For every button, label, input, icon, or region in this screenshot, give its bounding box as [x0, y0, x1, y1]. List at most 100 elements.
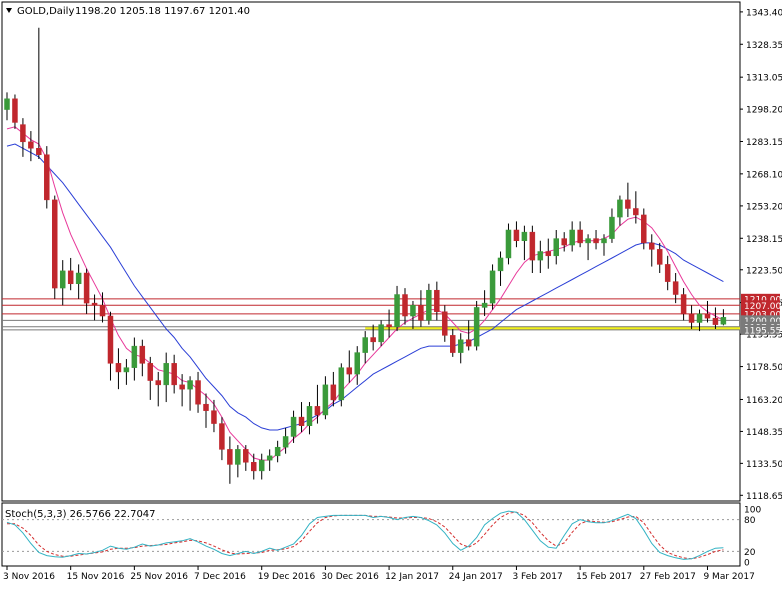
- stoch-scale-label: 20: [744, 548, 756, 558]
- candle-body: [203, 403, 209, 411]
- candle-body: [649, 242, 655, 250]
- candle: [704, 300, 711, 323]
- candle-body: [187, 380, 193, 390]
- axes: 1343.40 1328.35 1313.05 1298.20 1283.15 1268.…: [3, 8, 782, 582]
- candle-body: [346, 367, 353, 375]
- candle: [354, 346, 360, 385]
- candle-body: [322, 384, 329, 416]
- candle: [306, 402, 313, 435]
- date-label: 15 Feb 2017: [576, 572, 632, 582]
- candle: [370, 324, 376, 351]
- level-price-tag: [741, 308, 780, 319]
- dropdown-triangle-icon[interactable]: [6, 8, 12, 13]
- candle: [680, 288, 687, 321]
- candle: [235, 445, 241, 478]
- candle-body: [314, 406, 321, 416]
- candle: [585, 234, 591, 261]
- candle-body: [28, 141, 34, 149]
- date-label: 3 Feb 2017: [512, 572, 562, 582]
- candle-body: [235, 449, 241, 465]
- candle-body: [529, 231, 536, 261]
- candle: [664, 255, 671, 291]
- candle-body: [274, 446, 281, 457]
- level-price-tag: [741, 324, 780, 335]
- candle: [481, 290, 488, 317]
- candle: [59, 260, 66, 306]
- candle: [322, 376, 329, 420]
- candle-body: [625, 199, 631, 209]
- price-panel-frame: [1, 1, 741, 502]
- candle: [720, 309, 727, 326]
- candle-body: [12, 98, 18, 123]
- candle-body: [338, 367, 345, 401]
- candle: [266, 449, 273, 471]
- candle: [497, 251, 504, 286]
- candle: [386, 309, 392, 338]
- candle-body: [370, 337, 376, 343]
- candle-body: [91, 302, 98, 306]
- candle: [641, 208, 647, 250]
- candle: [465, 320, 472, 351]
- candle: [20, 118, 26, 157]
- stoch-main-line: [6, 510, 724, 560]
- candle: [553, 229, 559, 265]
- candle-body: [99, 305, 106, 317]
- horizontal-levels: [2, 298, 740, 331]
- candle-body: [585, 238, 591, 244]
- candle: [656, 242, 663, 274]
- candle: [672, 273, 679, 304]
- candle: [434, 281, 440, 321]
- candle-body: [163, 363, 169, 386]
- candle-body: [20, 124, 26, 143]
- candle-body: [171, 363, 177, 386]
- candle: [529, 225, 536, 274]
- date-label: 30 Dec 2016: [321, 572, 379, 582]
- candle: [505, 223, 512, 265]
- candle: [123, 359, 130, 385]
- candle: [617, 195, 623, 226]
- candle: [179, 374, 185, 407]
- candle-body: [147, 363, 154, 381]
- candle-body: [720, 317, 727, 325]
- candle-body: [36, 148, 42, 155]
- candle: [131, 337, 138, 381]
- candle-body: [44, 154, 50, 201]
- candle: [251, 453, 257, 480]
- candle-body: [641, 214, 647, 244]
- candle-body: [561, 238, 567, 246]
- candle-body: [52, 199, 58, 289]
- candle: [107, 311, 114, 381]
- candle-body: [107, 315, 114, 364]
- date-label: 25 Nov 2016: [130, 572, 188, 582]
- candle-body: [672, 281, 679, 295]
- candle-body: [195, 380, 201, 405]
- candle-body: [402, 294, 408, 317]
- level-price-label: 1195.55: [744, 326, 781, 336]
- candle-body: [577, 229, 583, 244]
- candle-body: [457, 339, 464, 353]
- ma-fast-line: [6, 126, 724, 461]
- candle-body: [569, 229, 575, 246]
- candle-body: [633, 208, 639, 216]
- candle: [243, 445, 249, 471]
- price-tick-label: 1313.05: [746, 74, 782, 84]
- candle-body: [545, 251, 552, 257]
- candle-body: [67, 270, 74, 285]
- candle: [513, 221, 520, 248]
- candle-body: [75, 272, 82, 285]
- candle-body: [418, 305, 424, 321]
- candle-body: [282, 436, 289, 448]
- candle: [418, 290, 424, 327]
- candle: [203, 393, 209, 428]
- candle: [274, 440, 281, 463]
- candle-body: [609, 216, 615, 239]
- candle-body: [266, 455, 273, 461]
- price-tick-label: 1163.20: [746, 396, 782, 406]
- level-price-label: 1207.00: [744, 302, 781, 312]
- candle: [211, 399, 217, 433]
- candle: [187, 376, 193, 411]
- date-label: 3 Nov 2016: [3, 572, 55, 582]
- candle: [282, 427, 289, 454]
